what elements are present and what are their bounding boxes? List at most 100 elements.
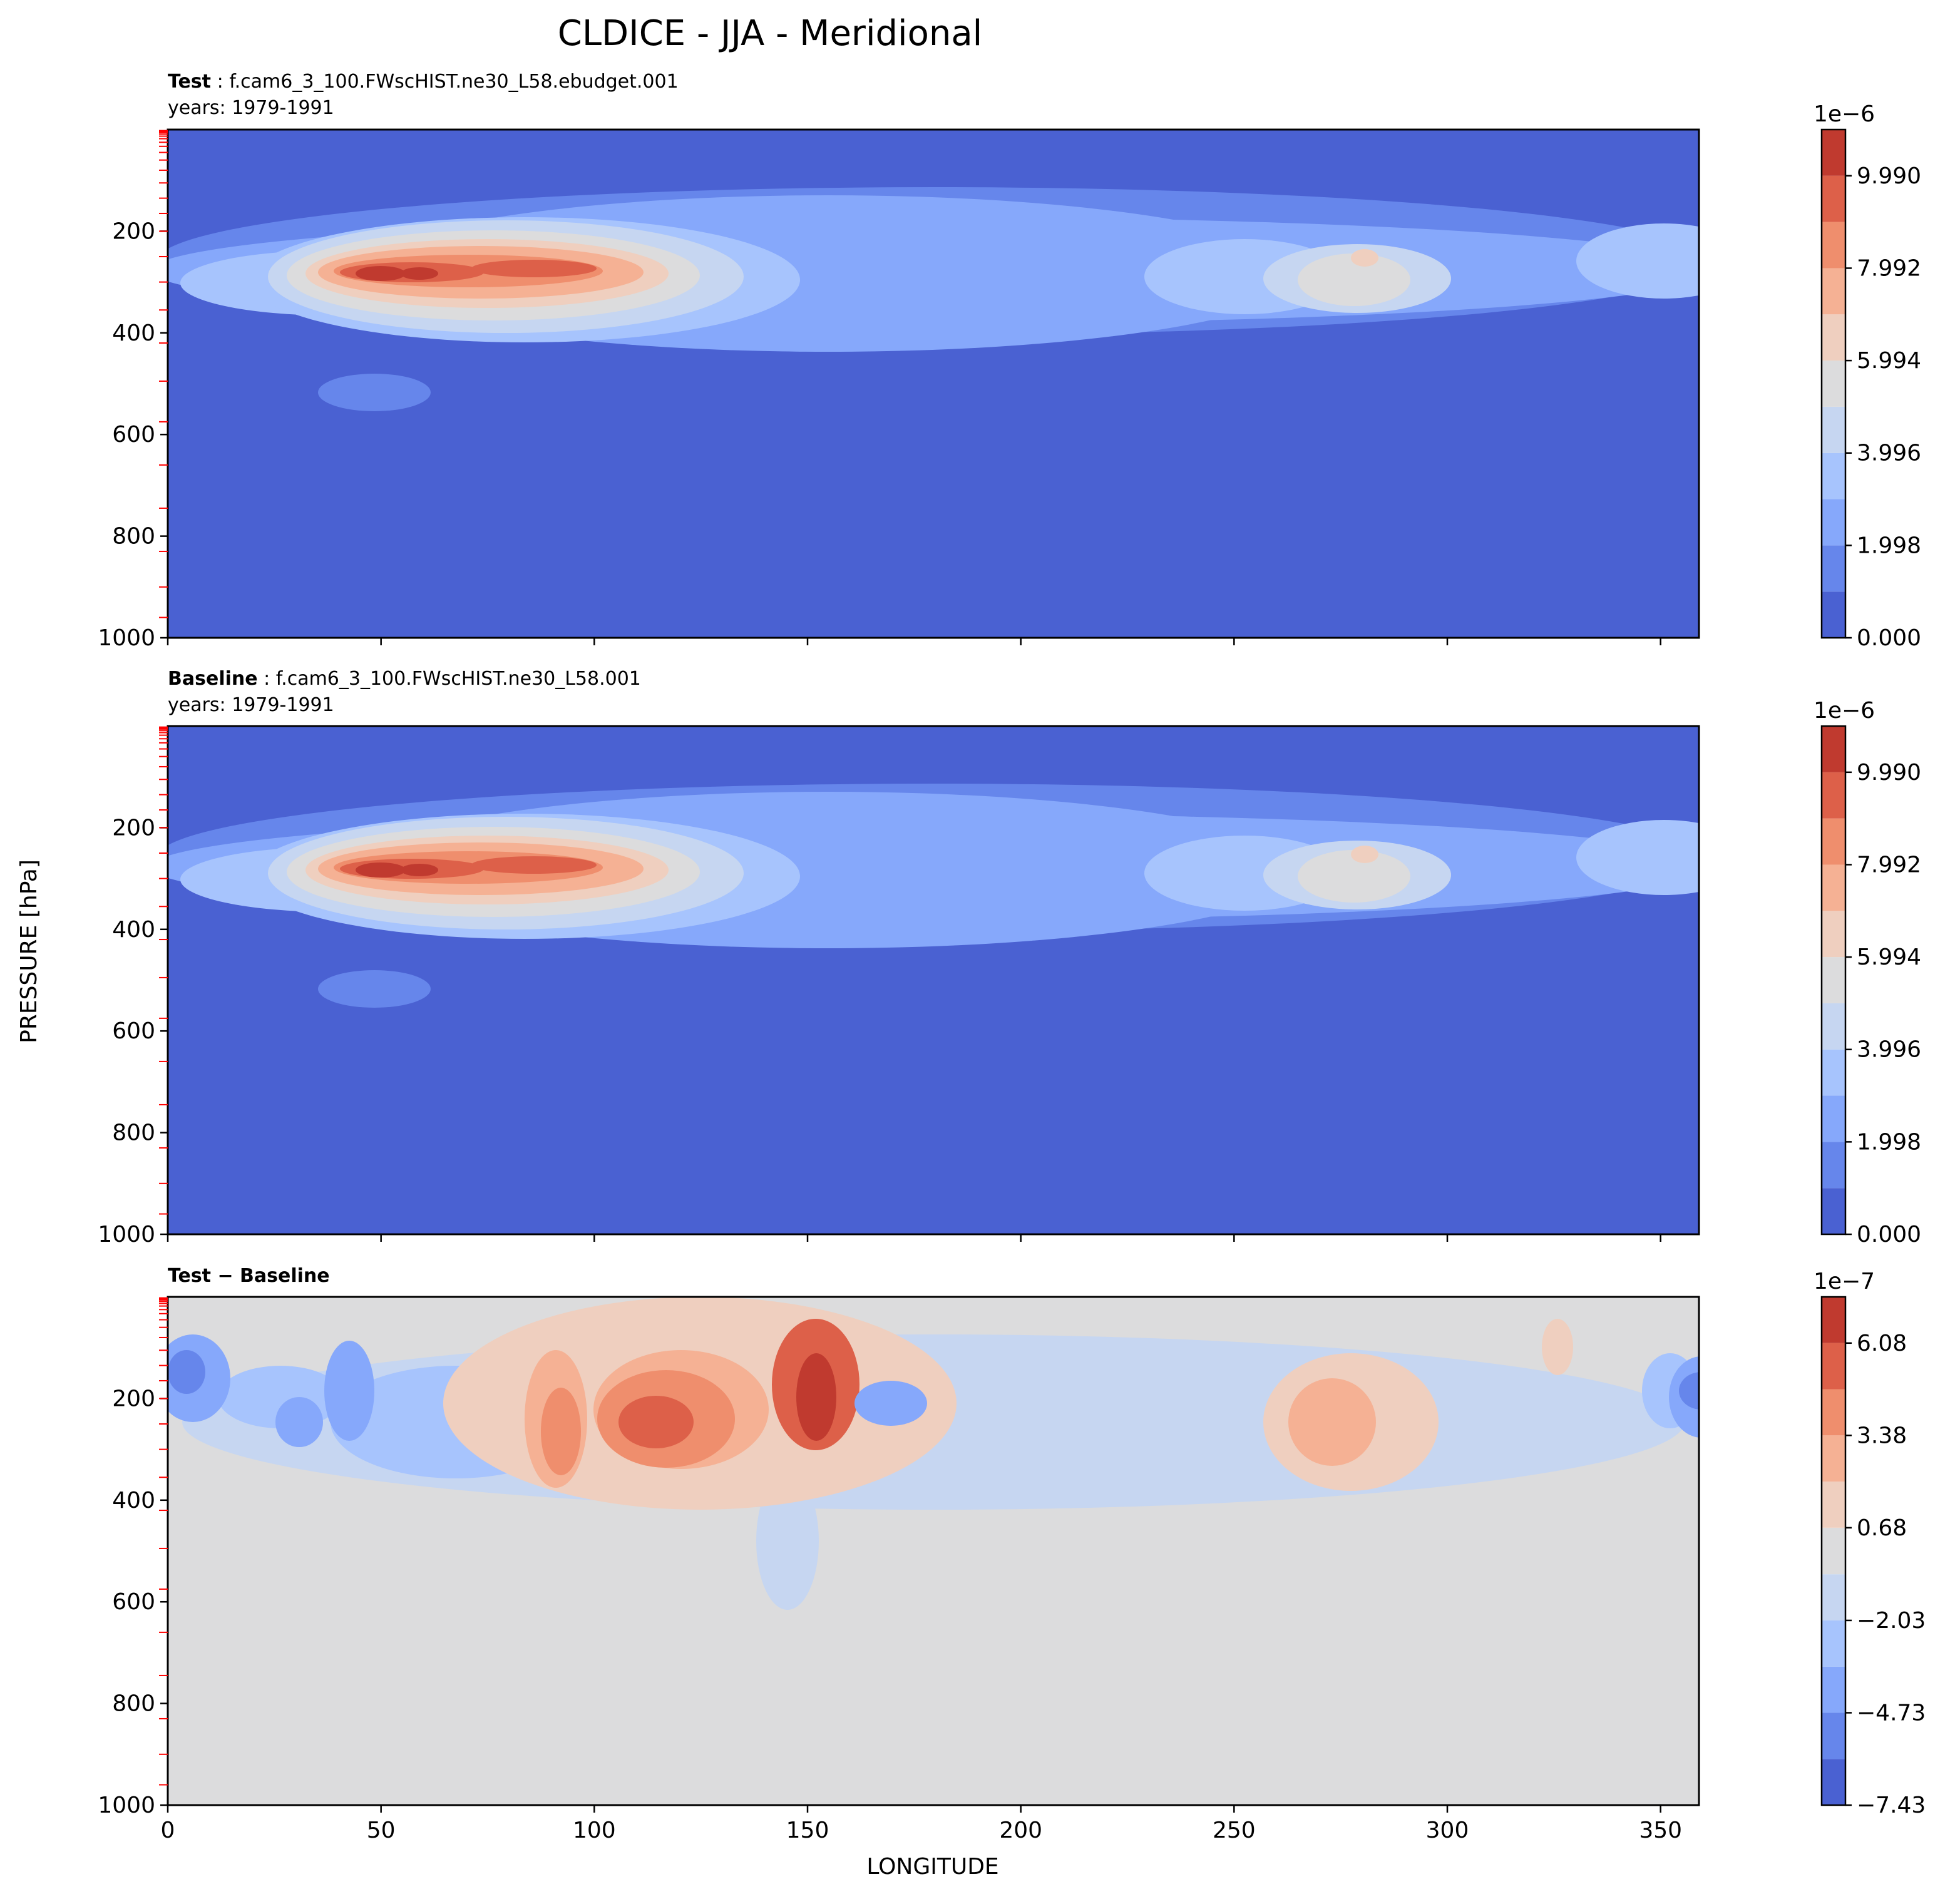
x-tick-label: 200 bbox=[999, 1818, 1042, 1843]
colorbar-segment bbox=[1822, 864, 1845, 911]
colorbar-segment bbox=[1822, 1574, 1845, 1620]
panel-test-colorbar-exponent: 1e−6 bbox=[1814, 101, 1875, 127]
colorbar-segment bbox=[1822, 314, 1845, 361]
panel-baseline-subtitle: years: 1979-1991 bbox=[168, 694, 334, 716]
panel-baseline-title: Baseline : f.cam6_3_100.FWscHIST.ne30_L5… bbox=[168, 668, 641, 690]
colorbar-tick-label: −7.43 bbox=[1857, 1793, 1926, 1818]
colorbar-tick-label: −4.73 bbox=[1857, 1700, 1926, 1726]
contour-min bbox=[168, 1350, 205, 1394]
y-tick-label: 800 bbox=[112, 524, 155, 550]
colorbar-segment bbox=[1822, 591, 1845, 638]
contour-region bbox=[1298, 850, 1410, 903]
contour-peak bbox=[1351, 249, 1378, 267]
panel-test-axes: 200 400 600 800 1000 bbox=[98, 128, 1700, 651]
panel-test: Test : f.cam6_3_100.FWscHIST.ne30_L58.eb… bbox=[98, 71, 1921, 651]
colorbar-segment bbox=[1822, 1142, 1845, 1189]
y-tick-label: 800 bbox=[112, 1691, 155, 1717]
contour-region bbox=[324, 1341, 374, 1441]
panel-test-plot bbox=[168, 130, 1699, 638]
y-tick-label: 400 bbox=[112, 1488, 155, 1513]
panel-test-subtitle: years: 1979-1991 bbox=[168, 97, 334, 119]
contour-region bbox=[471, 260, 597, 277]
contour-min bbox=[1679, 1372, 1699, 1410]
colorbar-segment bbox=[1822, 726, 1845, 772]
colorbar-segment bbox=[1822, 1003, 1845, 1050]
x-tick-label: 100 bbox=[573, 1818, 616, 1843]
x-tick-label: 300 bbox=[1426, 1818, 1469, 1843]
contour-lobe bbox=[318, 970, 431, 1008]
y-tick-label: 600 bbox=[112, 1018, 155, 1044]
panel-baseline-axes: 200 400 600 800 1000 bbox=[98, 725, 1700, 1247]
colorbar-tick-label: 3.38 bbox=[1857, 1423, 1907, 1448]
y-tick-label: 1000 bbox=[98, 1793, 155, 1818]
colorbar-segment bbox=[1822, 1712, 1845, 1759]
colorbar-tick-label: 3.996 bbox=[1857, 441, 1921, 466]
colorbar-segment bbox=[1822, 1435, 1845, 1482]
colorbar-tick-label: 9.990 bbox=[1857, 760, 1921, 786]
colorbar-segment bbox=[1822, 1482, 1845, 1528]
contour-region bbox=[1298, 253, 1410, 306]
colorbar-tick-label: 1.998 bbox=[1857, 533, 1921, 558]
colorbar-tick-label: 5.994 bbox=[1857, 944, 1921, 970]
colorbar-segment bbox=[1822, 175, 1845, 222]
colorbar-tick-label: 7.992 bbox=[1857, 852, 1921, 878]
y-tick-label: 400 bbox=[112, 320, 155, 346]
colorbar-tick-label: 3.996 bbox=[1857, 1037, 1921, 1063]
contour-east-edge bbox=[1576, 223, 1699, 299]
contour-plume bbox=[756, 1472, 819, 1610]
colorbar-segment bbox=[1822, 772, 1845, 819]
contour-region bbox=[541, 1388, 581, 1475]
colorbar-segment bbox=[1822, 911, 1845, 958]
colorbar-segment bbox=[1822, 1297, 1845, 1343]
contour-region bbox=[275, 1397, 323, 1447]
x-tick-label: 350 bbox=[1639, 1818, 1682, 1843]
figure-title: CLDICE - JJA - Meridional bbox=[558, 13, 982, 54]
y-tick-label: 200 bbox=[112, 1386, 155, 1411]
colorbar-frame bbox=[1820, 128, 1847, 639]
panel-difference-plot bbox=[168, 1297, 1699, 1805]
x-axis-label: LONGITUDE bbox=[866, 1854, 998, 1880]
colorbar-segment bbox=[1822, 222, 1845, 269]
axes-frame bbox=[167, 128, 1700, 639]
panel-baseline-title-rest: : f.cam6_3_100.FWscHIST.ne30_L58.001 bbox=[264, 668, 641, 690]
contour-maximum bbox=[356, 266, 406, 281]
y-tick-label: 200 bbox=[112, 815, 155, 841]
panel-test-title-bold: Test bbox=[168, 71, 211, 93]
panel-difference: Test − Baseline 0 50 100 150 200 250 300 350 200… bbox=[98, 1265, 1926, 1843]
contour-region bbox=[618, 1396, 694, 1448]
contour-maximum bbox=[796, 1353, 836, 1441]
colorbar-tick-label: 5.994 bbox=[1857, 348, 1921, 374]
contour-region bbox=[471, 856, 597, 874]
colorbar-segment bbox=[1822, 453, 1845, 499]
contour-maximum bbox=[356, 862, 406, 878]
y-axis-label: PRESSURE [hPa] bbox=[16, 859, 42, 1043]
axes-frame bbox=[167, 1296, 1700, 1806]
colorbar-segment bbox=[1822, 361, 1845, 407]
colorbar-segment bbox=[1822, 268, 1845, 315]
colorbar-tick-label: 0.000 bbox=[1857, 625, 1921, 651]
colorbar-tick-label: −2.03 bbox=[1857, 1608, 1926, 1634]
contour-region bbox=[1542, 1319, 1573, 1375]
colorbar-tick-label: 0.000 bbox=[1857, 1222, 1921, 1247]
panel-test-colorbar: 0.000 1.998 3.996 5.994 7.992 9.990 bbox=[1820, 128, 1921, 651]
y-tick-label: 1000 bbox=[98, 1222, 155, 1247]
panel-test-title-rest: : f.cam6_3_100.FWscHIST.ne30_L58.ebudget… bbox=[217, 71, 679, 93]
contour-east-edge bbox=[1576, 820, 1699, 895]
colorbar-tick-label: 1.998 bbox=[1857, 1129, 1921, 1155]
colorbar-segment bbox=[1822, 406, 1845, 453]
colorbar-tick-label: 6.08 bbox=[1857, 1331, 1907, 1356]
axes-frame bbox=[167, 725, 1700, 1236]
contour-field bbox=[168, 726, 1699, 1234]
panel-difference-colorbar-exponent: 1e−7 bbox=[1814, 1269, 1875, 1294]
contour-region bbox=[854, 1381, 927, 1426]
contour-peak bbox=[1351, 846, 1378, 863]
contour-lobe bbox=[318, 374, 431, 411]
contour-region bbox=[1669, 1356, 1699, 1438]
x-tick-label: 150 bbox=[786, 1818, 829, 1843]
colorbar-segment bbox=[1822, 1095, 1845, 1142]
panel-difference-title: Test − Baseline bbox=[168, 1265, 330, 1287]
colorbar-segment bbox=[1822, 1188, 1845, 1234]
colorbar-segment bbox=[1822, 1389, 1845, 1436]
colorbar-segment bbox=[1822, 1527, 1845, 1575]
